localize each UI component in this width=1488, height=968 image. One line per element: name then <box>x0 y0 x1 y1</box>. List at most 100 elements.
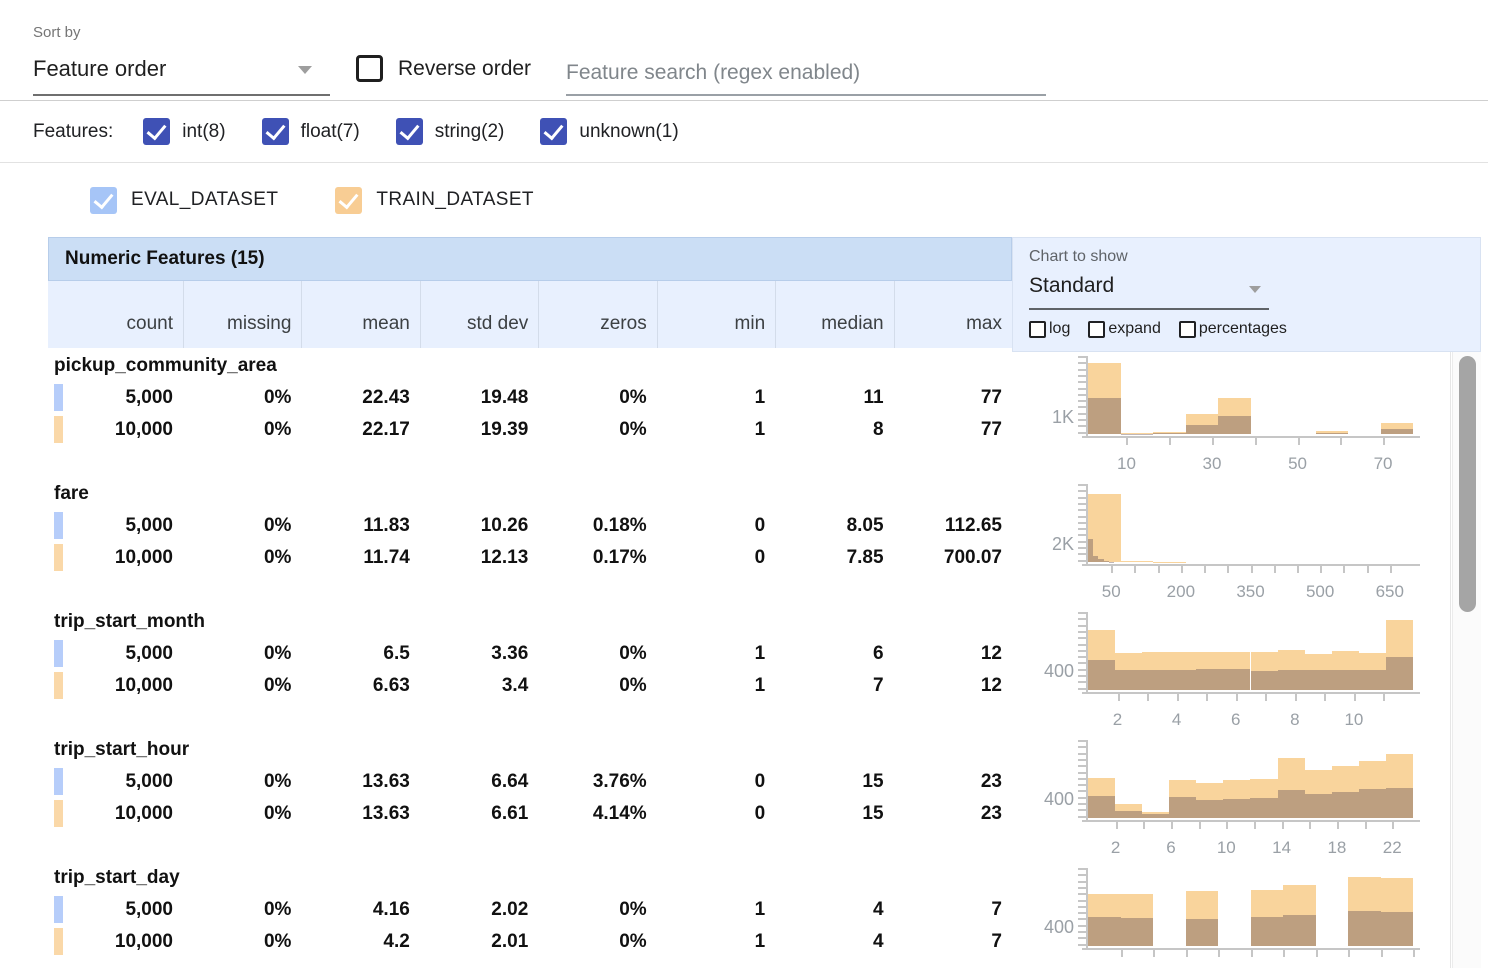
train-histogram-bar <box>1223 652 1251 690</box>
feature-type-toggle-int[interactable]: int(8) <box>143 118 226 145</box>
percentages-checkbox[interactable] <box>1178 320 1196 338</box>
y-axis <box>1086 612 1088 692</box>
reverse-order-group: Reverse order <box>356 55 531 82</box>
stats-row-train: 10,000 0% 4.2 2.01 0% 1 4 7 <box>48 926 1012 958</box>
stat-count: 5,000 <box>125 643 173 664</box>
x-tick <box>1283 950 1285 957</box>
eval-histogram-bar <box>1088 659 1116 690</box>
x-tick-label: 50 <box>1288 454 1307 473</box>
histogram-trip_start_day: 400 <box>1022 864 1442 968</box>
stat-mean: 22.17 <box>362 419 410 440</box>
toolbar: Sort by Feature order Reverse order <box>0 0 1488 101</box>
eval-color-strip-icon <box>54 640 63 667</box>
stat-missing: 0% <box>263 931 292 952</box>
y-tick <box>1078 425 1087 428</box>
x-axis <box>1082 692 1420 694</box>
train-histogram-bar <box>1153 431 1186 434</box>
feature-type-toggle-unknown[interactable]: unknown(1) <box>540 118 679 145</box>
stat-median: 7 <box>872 675 884 696</box>
expand-checkbox[interactable] <box>1088 320 1106 338</box>
x-tick-label: 14 <box>1272 838 1292 857</box>
y-tick <box>1078 624 1087 627</box>
y-tick <box>1078 509 1087 512</box>
x-tick-label: 10 <box>1117 454 1136 473</box>
stats-row-eval: 5,000 0% 6.5 3.36 0% 1 6 12 <box>48 638 1012 670</box>
x-tick <box>1297 438 1300 445</box>
eval-histogram-bar <box>1331 670 1359 690</box>
x-tick <box>1111 566 1114 573</box>
chart-type-value: Standard <box>1029 274 1115 297</box>
feature-type-toggle-string[interactable]: string(2) <box>395 118 504 145</box>
histograms-column: 1K 10 30 50 70 2K 50 200 350 500 650 400 2 4 6 8 10 400 2 6… <box>1022 352 1442 968</box>
y-tick <box>1078 502 1087 505</box>
dataset-toggle-train_dataset[interactable]: TRAIN_DATASET <box>335 186 534 214</box>
vertical-scrollbar-thumb[interactable] <box>1459 356 1476 612</box>
eval-histogram-bar <box>1250 917 1283 946</box>
train-histogram-bar <box>1331 765 1359 818</box>
feature-type-toggle-float[interactable]: float(7) <box>261 118 360 145</box>
stat-zeros: 0.17% <box>592 547 647 568</box>
stat-max: 700.07 <box>943 547 1002 568</box>
stat-mean: 13.63 <box>362 803 410 824</box>
y-tick <box>1078 630 1087 633</box>
eval-histogram-bar <box>1120 917 1153 946</box>
y-axis-label: 400 <box>1043 789 1074 810</box>
y-tick <box>1078 893 1087 896</box>
y-tick <box>1078 534 1087 537</box>
chart-option-log[interactable]: log <box>1029 320 1070 338</box>
sort-by-select[interactable]: Feature order <box>33 50 330 96</box>
dataset-toggle-eval_dataset[interactable]: EVAL_DATASET <box>90 186 278 214</box>
column-header-mean: mean <box>301 281 419 348</box>
y-tick <box>1078 937 1087 940</box>
x-tick <box>1336 822 1339 829</box>
vertical-scrollbar-track[interactable] <box>1452 352 1481 968</box>
x-tick-label: 10 <box>1344 710 1364 729</box>
y-tick <box>1078 662 1087 665</box>
sort-by-label: Sort by <box>33 24 81 41</box>
chevron-down-icon <box>1249 286 1261 293</box>
y-tick <box>1078 484 1087 486</box>
percentages-label: percentages <box>1198 320 1287 337</box>
stat-min: 1 <box>754 387 766 408</box>
y-tick <box>1078 868 1087 870</box>
stat-mean: 13.63 <box>362 771 410 792</box>
feature-name: trip_start_day <box>54 867 180 888</box>
x-tick <box>1392 822 1395 829</box>
numeric-features-title: Numeric Features (15) <box>65 248 265 269</box>
x-tick <box>1254 438 1257 445</box>
eval-histogram-bar <box>1088 398 1121 434</box>
feature-search-input[interactable] <box>566 52 1046 96</box>
stat-mean: 6.5 <box>383 643 410 664</box>
y-tick <box>1078 368 1087 371</box>
x-axis <box>1082 436 1420 438</box>
feature-block-trip_start_hour: trip_start_hour 5,000 0% 13.63 6.64 3.76% 0 15 2… <box>48 732 1012 860</box>
stat-min: 1 <box>754 675 766 696</box>
eval-color-strip-icon <box>54 384 63 411</box>
stats-row-train: 10,000 0% 6.63 3.4 0% 1 7 12 <box>48 670 1012 702</box>
stat-min: 0 <box>754 547 766 568</box>
checkbox-checked-icon <box>90 186 117 214</box>
checkbox-checked-icon <box>540 118 568 145</box>
train-histogram-bar <box>1169 651 1197 690</box>
eval-histogram-bar <box>1142 670 1170 690</box>
y-tick <box>1078 886 1087 889</box>
chart-option-expand[interactable]: expand <box>1088 320 1161 338</box>
log-checkbox[interactable] <box>1029 320 1046 338</box>
eval-histogram-bar <box>1223 799 1251 818</box>
chart-type-select[interactable]: Standard <box>1029 270 1269 310</box>
eval-histogram-bar <box>1142 813 1170 818</box>
train-histogram-bar <box>1185 413 1218 434</box>
reverse-order-checkbox[interactable] <box>356 55 383 82</box>
stats-column-headers: count missing mean std dev zeros min median max <box>48 281 1012 348</box>
eval-histogram-bar <box>1088 795 1116 818</box>
train-histogram-bar <box>1120 560 1153 562</box>
column-header-missing: missing <box>183 281 301 348</box>
x-tick <box>1117 694 1120 701</box>
x-tick <box>1157 566 1160 573</box>
stat-max: 23 <box>980 771 1002 792</box>
chart-option-percentages[interactable]: percentages <box>1178 320 1287 338</box>
x-tick-label: 4 <box>1171 710 1182 729</box>
train-histogram-bar <box>1169 779 1197 818</box>
x-tick <box>1250 950 1253 957</box>
train-histogram-bar <box>1250 778 1278 818</box>
